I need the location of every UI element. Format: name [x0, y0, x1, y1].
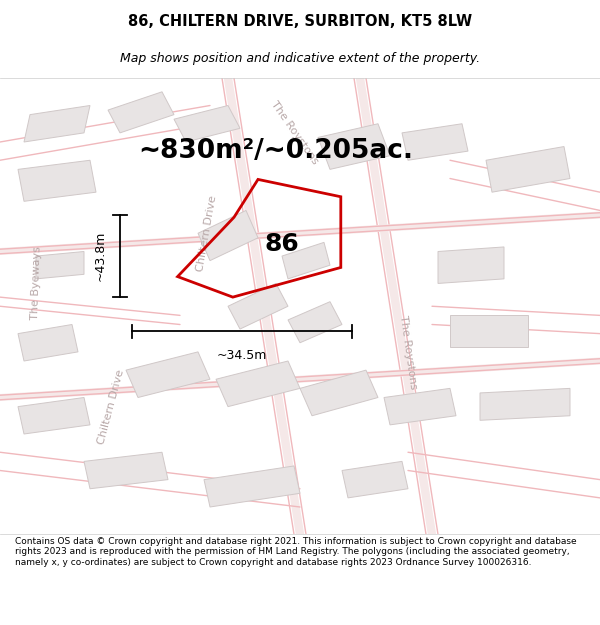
Text: The Byeways: The Byeways [30, 246, 42, 321]
Polygon shape [84, 452, 168, 489]
Polygon shape [450, 316, 528, 348]
Polygon shape [18, 398, 90, 434]
Polygon shape [36, 251, 84, 279]
Polygon shape [384, 388, 456, 425]
Text: ~34.5m: ~34.5m [217, 349, 267, 362]
Polygon shape [282, 242, 330, 279]
Text: 86, CHILTERN DRIVE, SURBITON, KT5 8LW: 86, CHILTERN DRIVE, SURBITON, KT5 8LW [128, 14, 472, 29]
Polygon shape [342, 461, 408, 498]
Text: 86: 86 [265, 232, 299, 256]
Polygon shape [18, 324, 78, 361]
Polygon shape [216, 361, 300, 407]
Polygon shape [126, 352, 210, 398]
Polygon shape [174, 106, 240, 142]
Text: Chiltern Drive: Chiltern Drive [196, 194, 218, 272]
Text: Map shows position and indicative extent of the property.: Map shows position and indicative extent… [120, 52, 480, 65]
Text: The Roystons: The Roystons [398, 314, 418, 389]
Text: The Roystons: The Roystons [269, 99, 319, 166]
Polygon shape [228, 284, 288, 329]
Polygon shape [108, 92, 174, 133]
Polygon shape [24, 106, 90, 142]
Polygon shape [402, 124, 468, 160]
Polygon shape [318, 124, 390, 169]
Polygon shape [204, 466, 300, 507]
Polygon shape [198, 211, 258, 261]
Text: Contains OS data © Crown copyright and database right 2021. This information is : Contains OS data © Crown copyright and d… [15, 537, 577, 567]
Polygon shape [300, 370, 378, 416]
Text: ~830m²/~0.205ac.: ~830m²/~0.205ac. [139, 138, 413, 164]
Polygon shape [288, 302, 342, 343]
Text: ~43.8m: ~43.8m [94, 231, 107, 281]
Polygon shape [480, 388, 570, 420]
Polygon shape [438, 247, 504, 284]
Polygon shape [18, 160, 96, 201]
Polygon shape [486, 146, 570, 192]
Text: Chiltern Drive: Chiltern Drive [96, 368, 126, 445]
